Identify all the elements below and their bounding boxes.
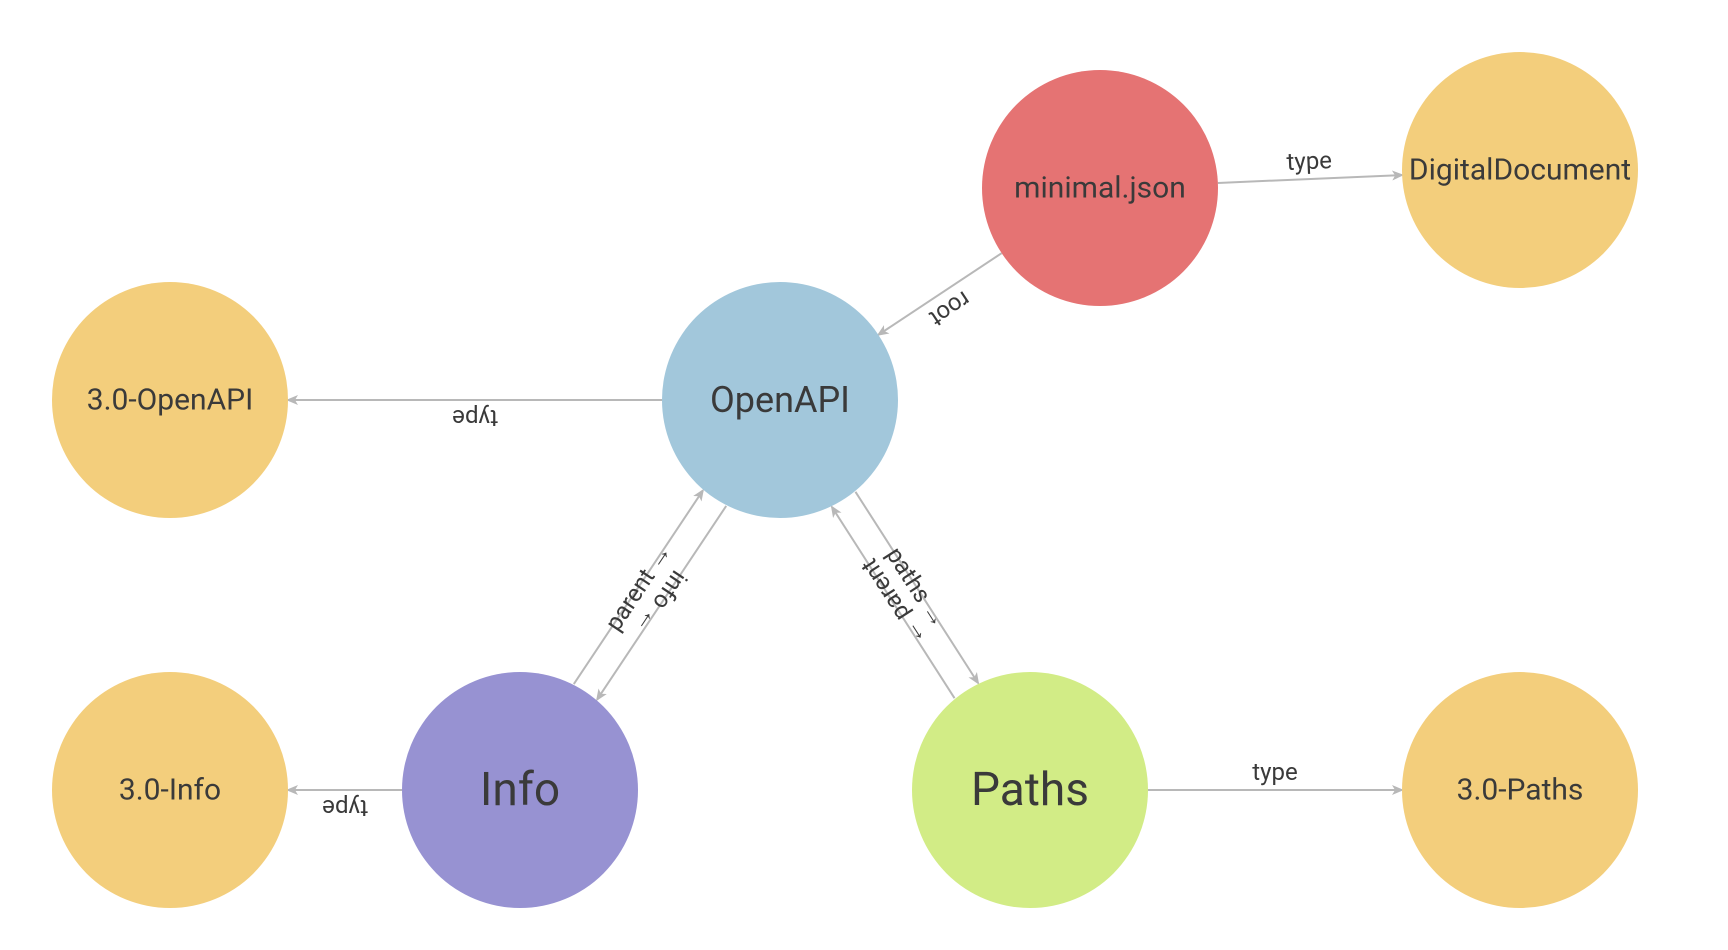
node-digital-document[interactable]: DigitalDocument [1402,52,1638,288]
node-openapi[interactable]: OpenAPI [662,282,898,518]
node-label-minimal-json: minimal.json [1014,171,1186,206]
node-three-info[interactable]: 3.0-Info [52,672,288,908]
edge-minimal-json-to-digital-document [1218,175,1402,183]
node-three-openapi[interactable]: 3.0-OpenAPI [52,282,288,518]
node-minimal-json[interactable]: minimal.json [982,70,1218,306]
node-label-three-info: 3.0-Info [119,773,221,808]
edge-label-openapi-three-openapi: type [452,404,497,432]
edge-label-paths-three-paths: type [1252,758,1297,786]
node-label-three-openapi: 3.0-OpenAPI [87,383,254,418]
edge-label-info-three-info: type [322,794,367,822]
node-label-openapi: OpenAPI [710,379,850,421]
node-info[interactable]: Info [402,672,638,908]
nodes-layer: minimal.json DigitalDocument OpenAPI 3.0-Op… [52,52,1638,908]
edge-label-minimal-json-digital-document: type [1286,146,1333,176]
node-label-three-paths: 3.0-Paths [1457,773,1584,808]
edge-label-minimal-json-openapi: root [924,285,976,332]
node-label-info: Info [480,763,560,817]
node-label-digital-document: DigitalDocument [1409,153,1631,188]
node-label-paths: Paths [971,763,1089,817]
node-paths[interactable]: Paths [912,672,1148,908]
node-three-paths[interactable]: 3.0-Paths [1402,672,1638,908]
graph-diagram: typeroottypetypetypeparent →info ←← pare… [0,0,1728,950]
